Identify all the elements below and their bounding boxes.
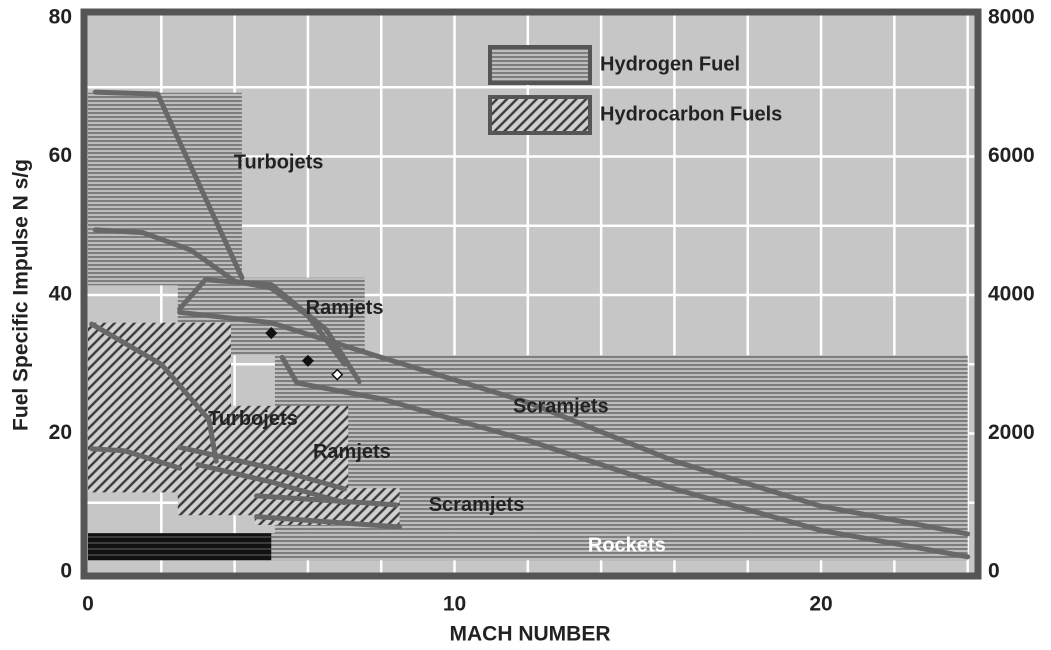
legend-label: Hydrocarbon Fuels (600, 103, 782, 125)
y-tick-label: 20 (49, 421, 72, 444)
legend-swatch (488, 45, 592, 85)
y-tick-label: 0 (60, 560, 72, 583)
solid-rockets (88, 533, 272, 561)
region-label: Ramjets (306, 297, 384, 319)
marker (301, 354, 314, 367)
curve (177, 309, 971, 537)
curve (92, 89, 245, 281)
region-label: Scramjets (513, 395, 609, 417)
curve (195, 462, 348, 506)
curve (279, 354, 971, 560)
y2-tick-label: 4000 (988, 283, 1035, 306)
region-label: Scramjets (429, 494, 525, 516)
y-axis-label: Fuel Specific Impulse N s/g (10, 159, 33, 431)
y-tick-label: 60 (49, 144, 72, 167)
curve (89, 321, 219, 464)
y-tick-label: 40 (49, 283, 72, 306)
x-axis-label: MACH NUMBER (450, 623, 611, 646)
plot-frame (80, 8, 982, 580)
x-tick-label: 10 (443, 593, 466, 616)
x-tick-label: 20 (809, 593, 832, 616)
region (88, 92, 242, 286)
curve (89, 446, 183, 471)
legend-label: Hydrogen Fuel (600, 53, 740, 75)
region-label: Turbojets (208, 408, 298, 430)
y-tick-label: 80 (49, 6, 72, 29)
region-label: Ramjets (313, 441, 391, 463)
marker (331, 368, 344, 381)
region-label: Turbojets (234, 152, 324, 174)
curve (177, 277, 362, 385)
curve (254, 493, 399, 508)
y2-tick-label: 8000 (988, 6, 1035, 29)
y2-tick-label: 2000 (988, 421, 1035, 444)
marker (265, 327, 278, 340)
curve (177, 444, 348, 492)
x-tick-label: 0 (82, 593, 94, 616)
region-label: Rockets (588, 535, 666, 557)
y2-tick-label: 6000 (988, 144, 1035, 167)
legend-swatch (488, 95, 592, 135)
y2-tick-label: 0 (988, 560, 1000, 583)
curve (254, 514, 403, 530)
